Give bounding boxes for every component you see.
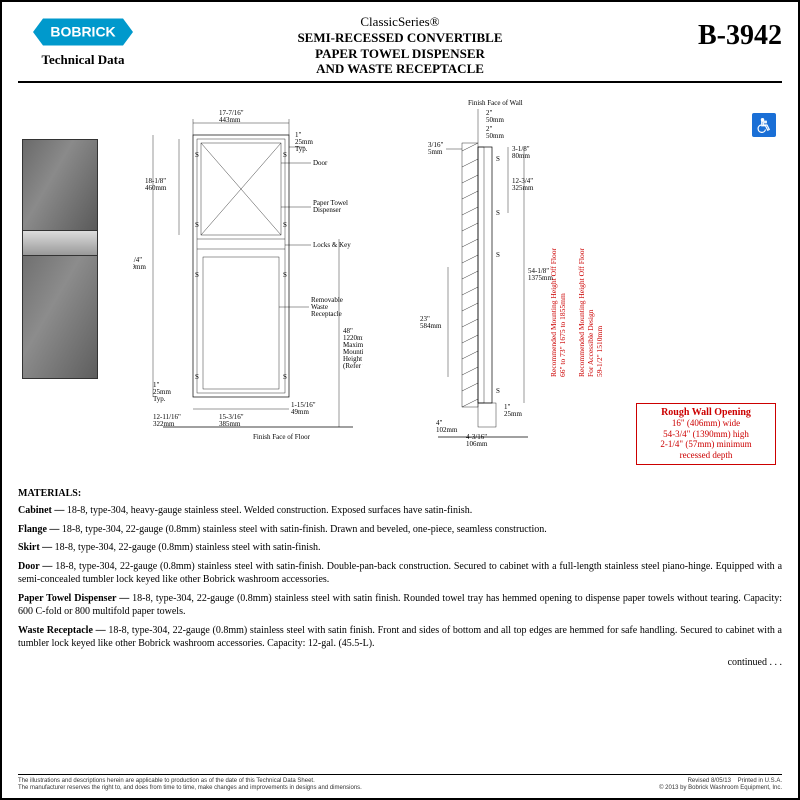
foot-r1: Revised 8/05/13 (688, 778, 731, 784)
mat-cabinet: Cabinet — 18-8, type-304, heavy-gauge st… (18, 504, 782, 518)
label-ffof: Finish Face of Floor (253, 433, 311, 441)
label-ffow: Finish Face of Wall (468, 99, 523, 107)
continued-label: continued . . . (18, 656, 782, 670)
footer-right: Revised 8/05/13 Printed in U.S.A. © 2013… (659, 778, 782, 792)
rough-l3: 2-1/4" (57mm) minimum recessed depth (641, 439, 771, 461)
mat-skirt: Skirt — 18-8, type-304, 22-gauge (0.8mm)… (18, 541, 782, 555)
svg-text:S: S (195, 373, 199, 381)
model-number: B-3942 (652, 14, 782, 52)
dim-325: 12-3/4"325mm (512, 177, 534, 192)
side-elevation: Finish Face of Wall SS SS 2"50mm 2"50mm … (418, 97, 618, 457)
svg-text:S: S (195, 271, 199, 279)
logo-block: BOBRICK Technical Data (18, 14, 148, 68)
header: BOBRICK Technical Data ClassicSeries® SE… (18, 14, 782, 83)
product-photo (22, 139, 98, 379)
foot-l1: The illustrations and descriptions herei… (18, 778, 362, 785)
footer-left: The illustrations and descriptions herei… (18, 778, 362, 792)
title-block: ClassicSeries® SEMI-RECESSED CONVERTIBLE… (148, 14, 652, 77)
dim-56: 56-1/4"1429mm (133, 256, 146, 271)
mat-door: Door — 18-8, type-304, 22-gauge (0.8mm) … (18, 560, 782, 587)
dim-80: 3-1/8"80mm (512, 145, 530, 160)
dim-edge: 3/16"5mm (428, 141, 443, 156)
technical-data-label: Technical Data (42, 52, 125, 68)
svg-text:S: S (283, 221, 287, 229)
svg-text:S: S (195, 151, 199, 159)
mat-flange: Flange — 18-8, type-304, 22-gauge (0.8mm… (18, 523, 782, 537)
svg-text:S: S (496, 155, 500, 163)
materials-section: MATERIALS: Cabinet — 18-8, type-304, hea… (18, 487, 782, 670)
dim-2-50b: 2"50mm (486, 125, 504, 140)
dim-width-top: 17-7/16"443mm (219, 109, 244, 124)
dim-w-outer: 12-11/16"322mm (153, 413, 181, 428)
dim-48: 48"1220mmMaximumMountingHeight(Refer to … (343, 327, 363, 370)
photo-upper (22, 139, 98, 231)
svg-text:S: S (496, 209, 500, 217)
dim-w-small: 1-15/16"49mm (291, 401, 316, 416)
dim-18: 18-1/8"460mm (145, 177, 167, 192)
logo-text: BOBRICK (50, 24, 115, 40)
dim-4-102: 4"102mm (436, 419, 458, 434)
rough-l1: 16" (406mm) wide (641, 418, 771, 429)
dim-2-50a: 2"50mm (486, 109, 504, 124)
accessibility-icon (752, 113, 776, 137)
mat-waste: Waste Receptacle — 18-8, type-304, 22-ga… (18, 624, 782, 651)
dim-1in-bot: 1"25mmTyp. (153, 381, 171, 403)
mat-ptd: Paper Towel Dispenser — 18-8, type-304, … (18, 592, 782, 619)
dim-584: 23"584mm (420, 315, 442, 330)
rough-wall-opening: Rough Wall Opening 16" (406mm) wide 54-3… (636, 403, 776, 465)
dim-1in-typ: 1"25mmTyp. (295, 131, 313, 153)
materials-heading: MATERIALS: (18, 487, 782, 501)
footer: The illustrations and descriptions herei… (18, 774, 782, 792)
diagram-area: S S S S S S S S 17-7/16"443mm 1"25mmTyp. Doo… (18, 89, 782, 479)
red-mounting-1: Recommended Mounting Height Off Floor66"… (549, 247, 567, 377)
svg-text:S: S (496, 251, 500, 259)
foot-r2: Printed in U.S.A. (738, 778, 782, 784)
svg-text:S: S (283, 151, 287, 159)
dim-106: 4-3/16"106mm (466, 433, 488, 448)
label-rwr: RemovableWasteReceptacle (311, 296, 343, 318)
svg-text:S: S (195, 221, 199, 229)
label-ptd: Paper TowelDispenser (313, 199, 348, 214)
page: BOBRICK Technical Data ClassicSeries® SE… (0, 0, 800, 800)
svg-text:S: S (283, 271, 287, 279)
front-elevation: S S S S S S S S 17-7/16"443mm 1"25mmTyp. Doo… (133, 107, 363, 447)
svg-text:S: S (496, 387, 500, 395)
svg-text:S: S (283, 373, 287, 381)
label-locks: Locks & Key (313, 241, 351, 249)
label-door: Door (313, 159, 328, 167)
foot-r3: © 2013 by Bobrick Washroom Equipment, In… (659, 785, 782, 792)
foot-l2: The manufacturer reserves the right to, … (18, 785, 362, 792)
series-name: ClassicSeries® (156, 14, 644, 30)
rough-title: Rough Wall Opening (641, 407, 771, 418)
photo-lower (22, 255, 98, 379)
bobrick-logo: BOBRICK (28, 14, 138, 50)
dim-1-25: 1"25mm (504, 403, 522, 418)
rough-l2: 54-3/4" (1390mm) high (641, 429, 771, 440)
red-mounting-2: Recommended Mounting Height Off FloorFor… (577, 247, 604, 377)
photo-tray (22, 231, 98, 255)
product-title: SEMI-RECESSED CONVERTIBLE PAPER TOWEL DI… (156, 30, 644, 77)
dim-w-inner: 15-3/16"385mm (219, 413, 244, 428)
